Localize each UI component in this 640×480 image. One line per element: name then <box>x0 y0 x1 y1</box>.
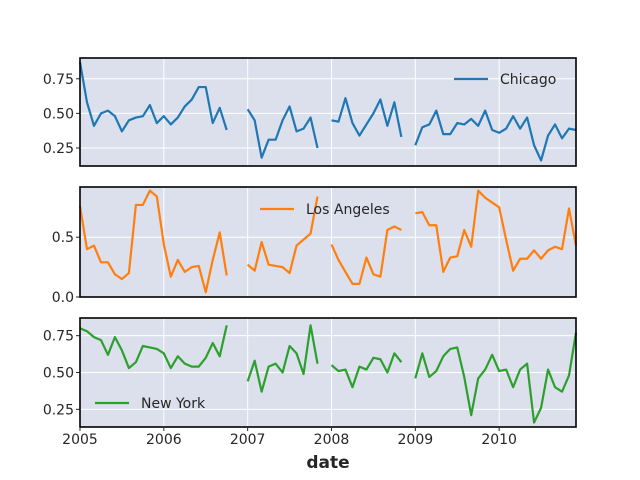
legend: Chicago <box>454 72 556 88</box>
legend-label: New York <box>141 396 206 412</box>
panel-frame <box>79 317 577 428</box>
y-tick-label: 0.50 <box>43 366 74 382</box>
series-line-segment <box>414 109 577 162</box>
panel-los-angeles: 0.0 0.5 Los Angeles <box>52 186 578 306</box>
y-tick-label: 0.25 <box>43 402 74 418</box>
x-tick-label: 2008 <box>314 432 350 448</box>
x-tick-label: 2006 <box>146 432 182 448</box>
series-line-segment <box>330 352 403 389</box>
x-tick-label: 2007 <box>230 432 266 448</box>
y-tick-label: 0.75 <box>43 72 74 88</box>
panel-new-york: 0.25 0.50 0.75 New York <box>43 317 578 428</box>
panel-frame <box>79 186 577 298</box>
legend: Los Angeles <box>260 202 390 218</box>
y-tick-label: 0.5 <box>52 230 74 246</box>
series-line-segment <box>246 196 319 275</box>
x-tick-label: 2010 <box>481 432 517 448</box>
y-tick-label: 0.25 <box>43 141 74 157</box>
x-tick-label: 2005 <box>62 432 98 448</box>
y-tick-label: 0.75 <box>43 329 74 345</box>
series-line-segment <box>415 189 578 273</box>
legend-label: Chicago <box>500 72 556 88</box>
y-tick-label: 0.50 <box>43 106 74 122</box>
series-line-segment <box>78 189 228 294</box>
series-line-segment <box>79 325 228 370</box>
legend-label: Los Angeles <box>306 202 390 218</box>
panel-chicago: 0.25 0.50 0.75 Chicago <box>43 57 577 167</box>
legend: New York <box>95 396 206 412</box>
series-line-segment <box>330 225 402 285</box>
series-line-segment <box>78 61 228 133</box>
y-tick-label: 0.0 <box>52 290 74 306</box>
panel-frame <box>79 57 577 167</box>
x-axis-label: date <box>306 453 349 473</box>
series-line-segment <box>331 97 403 138</box>
series-line-segment <box>246 105 319 159</box>
series-line-segment <box>246 324 319 393</box>
x-tick-label: 2009 <box>398 432 434 448</box>
series-line-segment <box>414 332 578 424</box>
